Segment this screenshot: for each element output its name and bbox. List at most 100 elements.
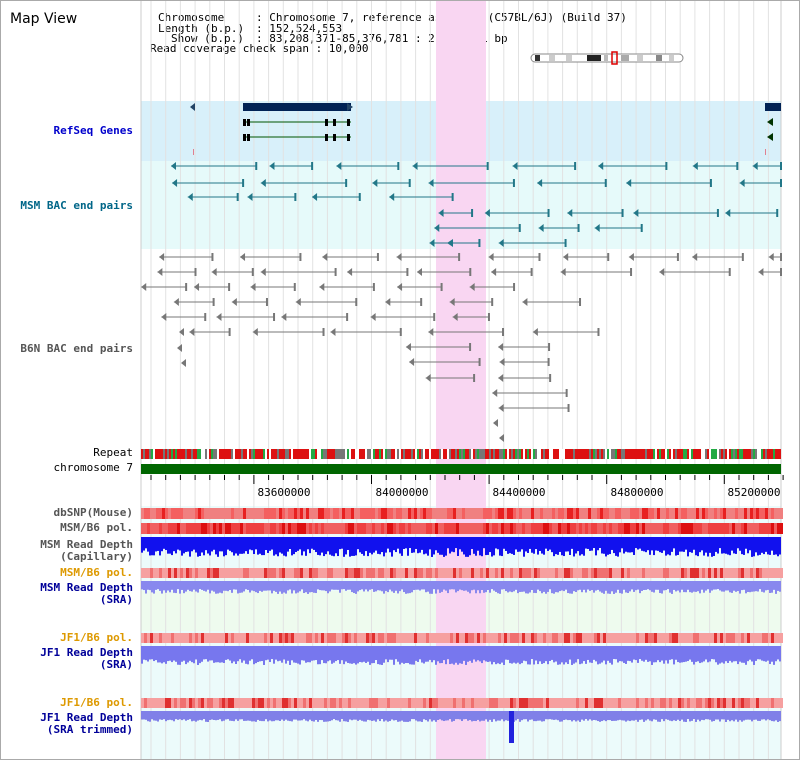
depth-bar <box>655 581 657 590</box>
depth-bar <box>653 711 655 720</box>
repeat-segment <box>469 449 471 459</box>
repeat-segment <box>305 449 307 459</box>
depth-bar <box>655 646 657 663</box>
track-label-jf1-b6-pol-1[interactable]: JF1/B6 pol. <box>60 631 133 644</box>
depth-bar <box>405 646 407 664</box>
depth-bar <box>187 711 189 720</box>
heat-cell <box>516 508 519 519</box>
heat-cell <box>297 523 300 534</box>
depth-bar <box>169 646 171 661</box>
heat-cell <box>408 508 411 519</box>
repeat-segment <box>249 449 251 459</box>
heat-cell <box>747 508 750 519</box>
track-label-msm-b6-pol-1[interactable]: MSM/B6 pol. <box>60 521 133 534</box>
repeat-segment <box>309 449 311 459</box>
heat-cell <box>744 508 747 519</box>
repeat-segment <box>511 449 513 459</box>
repeat-segment <box>141 449 143 459</box>
heat-cell <box>186 633 189 643</box>
depth-bar <box>353 537 355 556</box>
depth-bar <box>317 581 319 590</box>
depth-bar <box>563 537 565 557</box>
heat-cell <box>429 633 432 643</box>
heat-cell <box>729 568 732 578</box>
track-label-msm-bac[interactable]: MSM BAC end pairs <box>20 199 133 212</box>
heat-cell <box>192 633 195 643</box>
repeat-segment <box>699 449 701 459</box>
depth-bar <box>275 711 277 721</box>
depth-bar <box>641 537 643 551</box>
track-label-jf1-depth-sra-line1[interactable]: JF1 Read Depth <box>40 646 133 659</box>
depth-bar <box>517 711 519 720</box>
depth-bar <box>155 581 157 590</box>
heat-cell <box>411 508 414 519</box>
heat-cell <box>645 698 648 708</box>
show-key: Show (b.p.) <box>171 32 244 45</box>
heat-cell <box>447 698 450 708</box>
repeat-segment <box>215 449 217 459</box>
depth-bar <box>559 711 561 722</box>
repeat-segment <box>685 449 687 459</box>
depth-bar <box>477 581 479 591</box>
repeat-segment <box>727 449 729 459</box>
depth-bar <box>611 646 613 665</box>
depth-bar <box>657 646 659 661</box>
heat-cell <box>399 508 402 519</box>
track-label-jf1-depth-trim-line1[interactable]: JF1 Read Depth <box>40 711 133 724</box>
heat-cell <box>483 698 486 708</box>
track-label-b6n-bac[interactable]: B6N BAC end pairs <box>20 342 133 355</box>
heat-cell <box>429 508 432 519</box>
heat-cell <box>738 568 741 578</box>
depth-bar <box>717 581 719 590</box>
repeat-segment <box>667 449 669 459</box>
repeat-segment <box>533 449 535 459</box>
depth-bar <box>215 646 217 663</box>
heat-cell <box>399 633 402 643</box>
depth-bar <box>471 581 473 591</box>
bac-end-marker <box>758 268 764 276</box>
track-label-dbsnp[interactable]: dbSNP(Mouse) <box>53 506 133 519</box>
repeat-segment <box>765 449 767 459</box>
depth-bar <box>475 581 477 594</box>
track-label-jf1-depth-sra-line2[interactable]: (SRA) <box>99 658 133 671</box>
depth-bar <box>729 711 731 722</box>
track-label-jf1-b6-pol-2[interactable]: JF1/B6 pol. <box>60 696 133 709</box>
heat-cell <box>240 633 243 643</box>
depth-bar <box>573 581 575 592</box>
heat-cell <box>657 698 660 708</box>
heat-cell <box>486 508 489 519</box>
track-label-msm-depth-sra-line2[interactable]: (SRA) <box>99 593 133 606</box>
depth-bar <box>715 581 717 590</box>
heat-cell <box>720 508 723 519</box>
track-label-msm-depth-cap-line2[interactable]: (Capillary) <box>60 550 133 563</box>
track-label-refseq[interactable]: RefSeq Genes <box>53 124 133 137</box>
track-label-jf1-depth-trim-line2[interactable]: (SRA trimmed) <box>46 723 133 736</box>
depth-bar <box>449 711 451 720</box>
track-label-msm-depth-cap-line1[interactable]: MSM Read Depth <box>40 538 133 551</box>
bac-end-marker <box>598 162 604 170</box>
depth-bar <box>687 646 689 662</box>
depth-bar <box>521 646 523 664</box>
heat-cell <box>507 508 510 519</box>
heat-cell <box>531 698 534 708</box>
depth-bar <box>239 581 241 593</box>
track-label-msm-depth-sra-line1[interactable]: MSM Read Depth <box>40 581 133 594</box>
heat-cell <box>162 568 165 578</box>
track-label-msm-b6-pol-2[interactable]: MSM/B6 pol. <box>60 566 133 579</box>
depth-bar <box>393 537 395 551</box>
chromosome-ideogram[interactable] <box>530 51 684 65</box>
heat-cell <box>573 633 576 643</box>
depth-bar <box>631 646 633 663</box>
repeat-segment <box>461 449 463 459</box>
repeat-segment <box>553 449 555 459</box>
heat-cell <box>681 508 684 519</box>
depth-bar <box>481 711 483 721</box>
bac-end-marker <box>376 253 379 261</box>
depth-bar <box>413 537 415 553</box>
depth-bar <box>739 537 741 551</box>
heat-cell <box>504 508 507 519</box>
depth-bar <box>439 537 441 555</box>
bac-end-marker <box>739 179 745 187</box>
heat-cell <box>624 568 627 578</box>
